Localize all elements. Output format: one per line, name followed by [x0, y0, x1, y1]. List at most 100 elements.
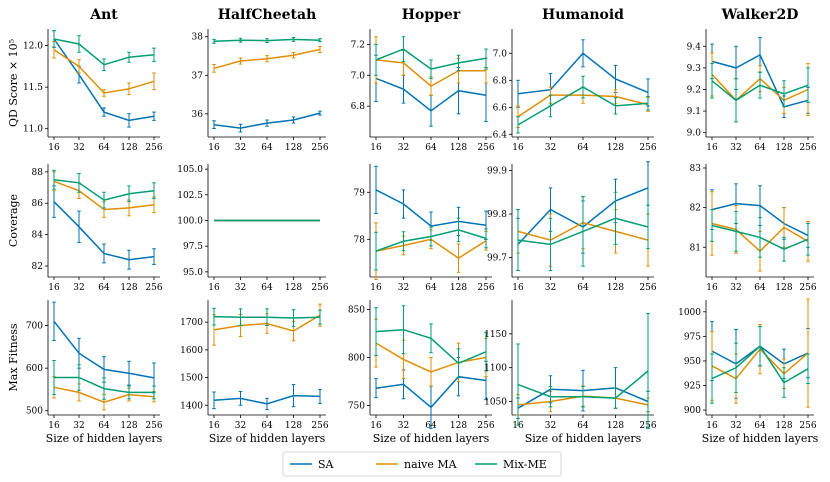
x-tick-label: 128 — [607, 421, 624, 431]
x-tick-label: 64 — [754, 143, 766, 153]
y-tick-label: 7.0 — [351, 71, 366, 81]
y-tick-label: 800 — [348, 354, 365, 364]
y-tick-label: 78 — [354, 235, 366, 245]
x-tick-label: 32 — [730, 143, 741, 153]
series-mix-me — [516, 313, 650, 430]
y-tick-label: 1100 — [484, 364, 507, 374]
x-tick-label: 32 — [398, 283, 409, 293]
x-tick-label: 64 — [261, 283, 273, 293]
panel-qd-score-10-hopper: 6.8 7.0 7.2 16 32 64 128 256 Hopper — [351, 7, 495, 153]
x-tick-label: 128 — [120, 283, 137, 293]
column-title: Ant — [89, 7, 118, 23]
y-tick-label: 86 — [32, 199, 44, 209]
x-tick-label: 16 — [370, 143, 382, 153]
y-tick-label: 97.5 — [183, 242, 203, 252]
series-line — [711, 345, 809, 384]
series-line — [213, 315, 321, 319]
x-axis-label: Size of hidden layers — [209, 432, 326, 445]
y-tick-label: 100.0 — [177, 217, 203, 227]
panel-coverage-humanoid: 99.7 99.8 99.9 16 32 64 128 256 — [487, 161, 657, 293]
series-sa — [52, 30, 156, 128]
panel-coverage-ant: 82 84 86 88 16 32 64 128 256 Coverage — [7, 164, 163, 293]
x-tick-label: 64 — [261, 143, 273, 153]
legend-label-mix-me: Mix-ME — [503, 458, 547, 471]
y-tick-label: 95.0 — [183, 268, 203, 278]
y-tick-label: 6.6 — [493, 103, 508, 113]
panel-qd-score-10-walker2d: 9.0 9.1 9.2 9.3 9.4 16 32 64 128 256 Walker2D — [687, 7, 817, 153]
series-mix-me — [710, 209, 810, 262]
x-tick-label: 256 — [145, 143, 162, 153]
series-sa — [52, 185, 156, 270]
y-axis-label: Max Fitness — [7, 323, 20, 391]
x-tick-label: 256 — [639, 143, 656, 153]
series-line — [53, 38, 155, 122]
series-mix-me — [52, 30, 156, 72]
series-mix-me — [212, 307, 322, 327]
x-tick-label: 16 — [370, 283, 382, 293]
y-axis-label: QD Score × 10⁵ — [7, 39, 20, 127]
series-line — [711, 53, 809, 108]
series-line — [375, 48, 487, 70]
series-line — [375, 375, 487, 409]
series-line — [375, 229, 487, 252]
x-tick-label: 16 — [512, 143, 524, 153]
series-line — [375, 59, 486, 88]
series-line — [53, 180, 155, 211]
x-tick-label: 64 — [754, 283, 766, 293]
x-tick-label: 32 — [730, 421, 741, 431]
y-tick-label: 900 — [684, 406, 701, 416]
x-axis-label: Size of hidden layers — [46, 432, 163, 445]
x-tick-label: 256 — [145, 283, 162, 293]
series-line — [53, 201, 155, 261]
y-tick-label: 1050 — [484, 397, 507, 407]
x-tick-label: 256 — [799, 143, 816, 153]
series-line — [53, 178, 155, 201]
y-tick-label: 7.2 — [351, 40, 365, 50]
y-tick-label: 9.1 — [687, 107, 701, 117]
x-tick-label: 128 — [285, 421, 302, 431]
y-tick-label: 1600 — [180, 346, 203, 356]
x-tick-label: 16 — [208, 143, 220, 153]
series-line — [517, 217, 649, 246]
legend-frame — [282, 451, 562, 477]
y-tick-label: 9.2 — [687, 85, 701, 95]
x-tick-label: 128 — [450, 283, 467, 293]
series-mix-me — [516, 75, 650, 134]
series-line — [517, 370, 649, 399]
series-line — [517, 86, 649, 126]
x-tick-label: 16 — [208, 421, 220, 431]
panel-qd-score-10-ant: 11.0 11.5 12.0 16 32 64 128 256 Ant QD Score × 10… — [7, 7, 163, 153]
column-title: Hopper — [402, 7, 461, 23]
y-tick-label: 600 — [26, 364, 43, 374]
x-tick-label: 128 — [120, 143, 137, 153]
series-line — [54, 376, 154, 394]
x-tick-label: 16 — [208, 283, 220, 293]
x-tick-label: 128 — [607, 283, 624, 293]
series-line — [517, 52, 649, 95]
x-tick-label: 128 — [285, 143, 302, 153]
y-axis-label: Coverage — [7, 194, 20, 247]
y-tick-label: 84 — [32, 231, 44, 241]
x-tick-label: 16 — [706, 143, 718, 153]
legend: SA naive MA Mix-ME — [282, 451, 562, 477]
y-tick-label: 1500 — [180, 374, 203, 384]
series-line — [53, 49, 155, 94]
x-tick-label: 64 — [261, 421, 273, 431]
x-tick-label: 16 — [706, 421, 718, 431]
series-naive-ma — [52, 40, 156, 97]
series-sa — [212, 384, 322, 410]
y-tick-label: 975 — [684, 332, 701, 342]
y-tick-label: 1700 — [180, 318, 203, 328]
series-line — [213, 48, 321, 70]
y-tick-label: 11.0 — [23, 125, 43, 135]
series-line — [213, 112, 321, 129]
x-tick-label: 256 — [799, 283, 816, 293]
y-tick-label: 82 — [690, 204, 701, 214]
y-tick-label: 6.8 — [351, 102, 366, 112]
x-tick-label: 64 — [425, 283, 437, 293]
x-tick-label: 32 — [730, 283, 741, 293]
x-tick-label: 128 — [120, 421, 137, 431]
series-line — [375, 342, 487, 373]
